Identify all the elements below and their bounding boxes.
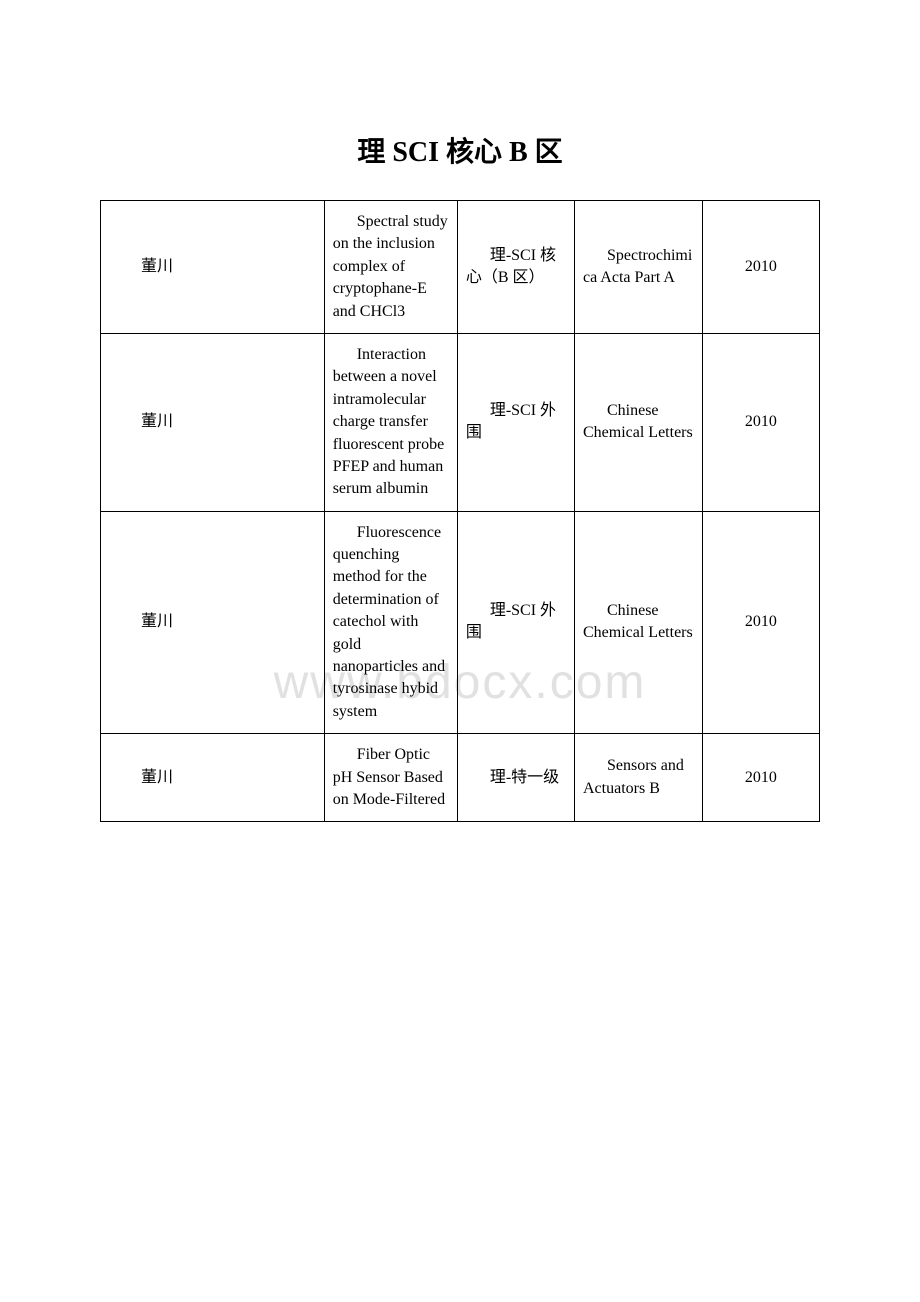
table-body: 董川 Spectral study on the inclusion compl… — [101, 201, 820, 822]
cell-paper-title: Spectral study on the inclusion complex … — [324, 201, 457, 334]
cell-journal: Chinese Chemical Letters — [574, 333, 702, 511]
cell-year: 2010 — [702, 734, 819, 822]
publications-table: 董川 Spectral study on the inclusion compl… — [100, 200, 820, 822]
cell-author: 董川 — [101, 201, 325, 334]
cell-author: 董川 — [101, 333, 325, 511]
cell-journal: Sensors and Actuators B — [574, 734, 702, 822]
table-row: 董川 Spectral study on the inclusion compl… — [101, 201, 820, 334]
cell-year: 2010 — [702, 511, 819, 734]
cell-year: 2010 — [702, 333, 819, 511]
cell-author: 董川 — [101, 511, 325, 734]
cell-journal: Spectrochimica Acta Part A — [574, 201, 702, 334]
cell-category: 理-特一级 — [457, 734, 574, 822]
cell-paper-title: Interaction between a novel intramolecul… — [324, 333, 457, 511]
cell-category: 理-SCI 外围 — [457, 511, 574, 734]
table-row: 董川 Fluorescence quenching method for the… — [101, 511, 820, 734]
cell-category: 理-SCI 核心（B 区） — [457, 201, 574, 334]
cell-paper-title: Fiber Optic pH Sensor Based on Mode-Filt… — [324, 734, 457, 822]
page-title: 理 SCI 核心 B 区 — [100, 130, 820, 170]
cell-category: 理-SCI 外围 — [457, 333, 574, 511]
cell-year: 2010 — [702, 201, 819, 334]
cell-paper-title: Fluorescence quenching method for the de… — [324, 511, 457, 734]
table-row: 董川 Interaction between a novel intramole… — [101, 333, 820, 511]
table-row: 董川 Fiber Optic pH Sensor Based on Mode-F… — [101, 734, 820, 822]
cell-journal: Chinese Chemical Letters — [574, 511, 702, 734]
cell-author: 董川 — [101, 734, 325, 822]
